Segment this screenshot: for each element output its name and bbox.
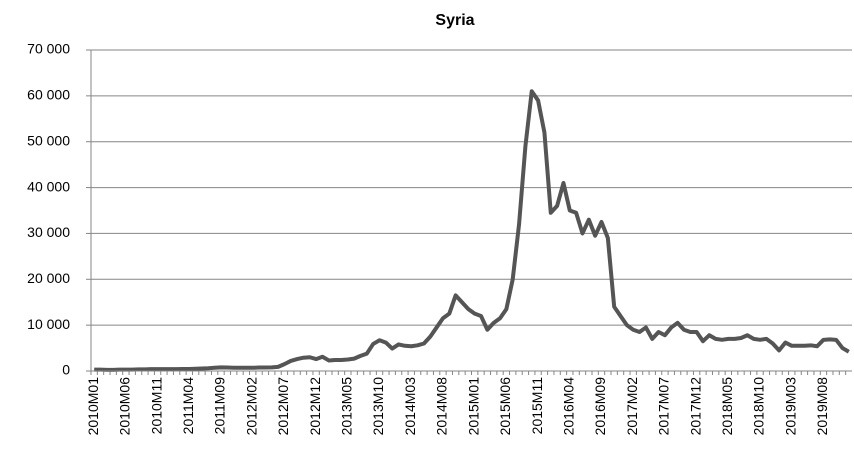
- x-tick-label: 2015M06: [497, 377, 513, 436]
- x-tick-label: 2012M02: [243, 377, 259, 436]
- x-tick-label: 2019M03: [782, 377, 798, 436]
- x-tick-label: 2017M12: [687, 377, 703, 436]
- x-tick-label: 2017M02: [624, 377, 640, 436]
- x-tick-label: 2013M10: [370, 377, 386, 436]
- y-tick-label: 60 000: [27, 87, 70, 103]
- x-tick-label: 2013M05: [339, 377, 355, 436]
- x-tick-label: 2010M11: [148, 377, 164, 435]
- x-tick-label: 2010M06: [117, 377, 133, 436]
- x-tick-label: 2016M04: [560, 377, 576, 436]
- y-tick-label: 30 000: [27, 224, 70, 240]
- x-tick-label: 2019M08: [814, 377, 830, 436]
- y-tick-label: 70 000: [27, 41, 70, 57]
- y-tick-label: 20 000: [27, 270, 70, 286]
- x-tick-label: 2012M07: [275, 377, 291, 436]
- x-tick-label: 2010M01: [85, 377, 101, 436]
- data-line: [94, 89, 850, 372]
- x-tick-label: 2018M10: [751, 377, 767, 436]
- x-tick-label: 2018M05: [719, 377, 735, 436]
- chart-title: Syria: [435, 12, 474, 29]
- x-tick-label: 2015M11: [529, 377, 545, 435]
- x-tick-label: 2011M04: [180, 377, 196, 435]
- x-tick-label: 2016M09: [592, 377, 608, 436]
- y-tick-label: 0: [62, 362, 70, 378]
- x-tick-label: 2012M12: [307, 377, 323, 436]
- x-tick-label: 2015M01: [465, 377, 481, 436]
- x-tick-label: 2011M09: [212, 377, 228, 435]
- x-tick-label: 2017M07: [656, 377, 672, 436]
- x-tick-label: 2014M03: [402, 377, 418, 436]
- y-tick-label: 50 000: [27, 132, 70, 148]
- x-tick-label: 2014M08: [434, 377, 450, 436]
- y-tick-label: 10 000: [27, 316, 70, 332]
- y-tick-label: 40 000: [27, 178, 70, 194]
